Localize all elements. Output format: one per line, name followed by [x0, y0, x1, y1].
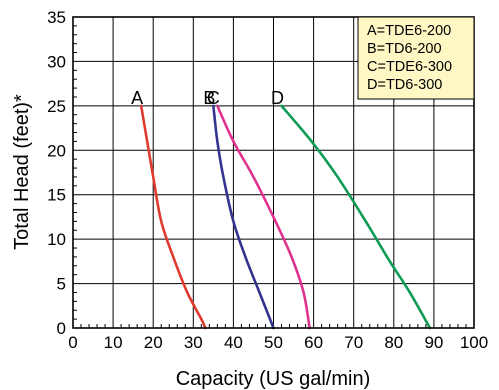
y-tick-label: 10 [47, 230, 66, 249]
plot-frame [72, 16, 475, 329]
x-tick-label: 20 [144, 333, 163, 352]
series-line-d [280, 104, 432, 330]
x-tick-label: 40 [224, 333, 243, 352]
legend-box [357, 16, 475, 100]
series-label-d: D [271, 88, 284, 108]
y-tick-label: 5 [57, 275, 66, 294]
y-tick-label: 30 [47, 52, 66, 71]
y-axis-title: Total Head (feet)* [11, 94, 33, 250]
axis-ticks: 0 10 20 30 40 50 60 70 80 90 100 0 5 10 15 20 25 30 35 [47, 8, 488, 352]
series-layer [139, 104, 432, 330]
legend-entry-a: A=TDE6-200 [367, 23, 451, 39]
x-tick-label: 0 [68, 333, 77, 352]
x-tick-label: 80 [384, 333, 403, 352]
legend-entry-c: C=TDE6-300 [367, 59, 452, 75]
series-label-c: C [207, 88, 220, 108]
y-tick-label: 0 [57, 319, 66, 338]
x-tick-label: 90 [424, 333, 443, 352]
series-label-a: A [131, 88, 143, 108]
legend-entry-d: D=TD6-300 [367, 77, 442, 93]
legend: A=TDE6-200 B=TD6-200 C=TDE6-300 D=TD6-30… [357, 16, 475, 100]
series-line-a [139, 104, 207, 330]
y-tick-label: 15 [47, 186, 66, 205]
x-tick-label: 50 [264, 333, 283, 352]
series-labels: A BC D [131, 88, 284, 108]
y-tick-label: 35 [47, 8, 66, 27]
x-tick-label: 70 [344, 333, 363, 352]
x-tick-label: 10 [104, 333, 123, 352]
legend-entry-b: B=TD6-200 [367, 41, 442, 57]
series-line-b [212, 104, 275, 330]
y-tick-label: 25 [47, 97, 66, 116]
x-tick-label: 60 [304, 333, 323, 352]
series-line-c [216, 104, 311, 330]
series-label-b: B [203, 88, 215, 108]
x-tick-label: 30 [184, 333, 203, 352]
y-tick-label: 20 [47, 141, 66, 160]
x-tick-label: 100 [460, 333, 488, 352]
x-axis-title: Capacity (US gal/min) [176, 368, 371, 390]
